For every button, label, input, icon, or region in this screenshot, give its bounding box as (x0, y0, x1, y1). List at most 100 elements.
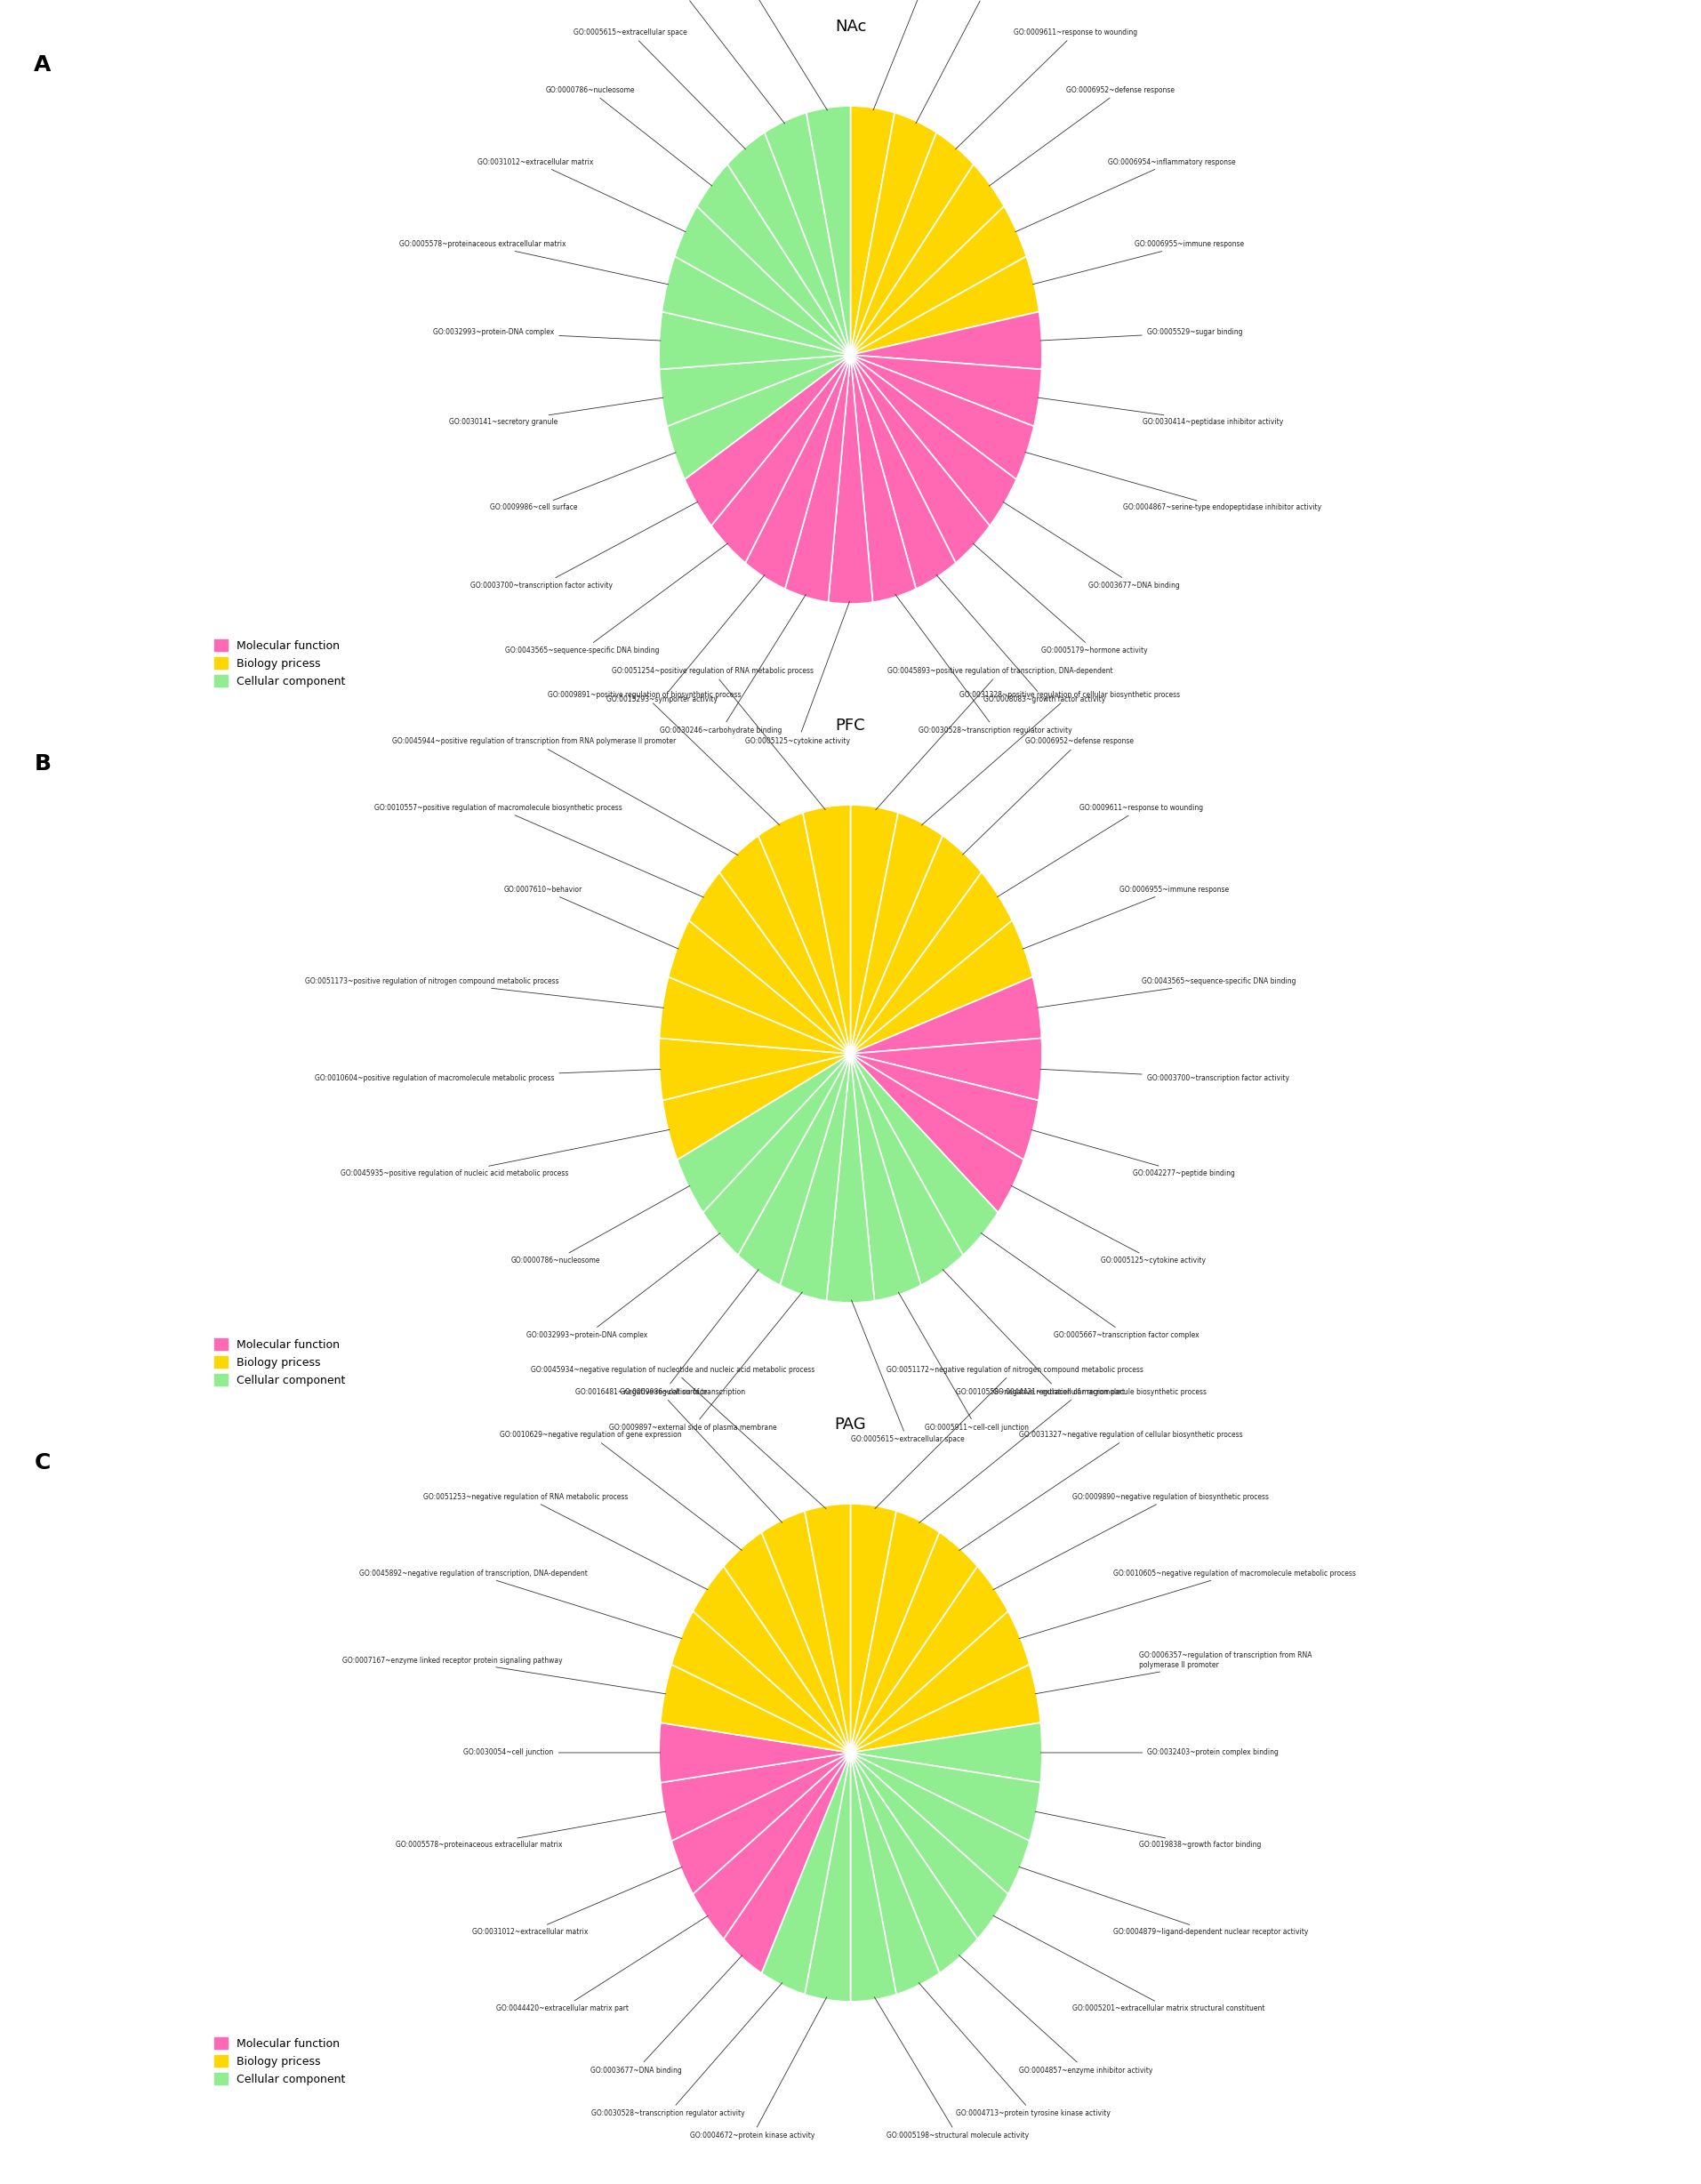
Text: GO:0009891~positive regulation of biosynthetic process: GO:0009891~positive regulation of biosyn… (548, 690, 779, 826)
Text: GO:0051173~positive regulation of nitrogen compound metabolic process: GO:0051173~positive regulation of nitrog… (304, 978, 663, 1007)
Wedge shape (850, 205, 1026, 354)
Wedge shape (697, 164, 850, 354)
Wedge shape (805, 1505, 850, 1752)
Text: GO:0030246~carbohydrate binding: GO:0030246~carbohydrate binding (660, 594, 806, 734)
Wedge shape (660, 354, 850, 426)
Text: GO:0042330~taxis: GO:0042330~taxis (915, 0, 1017, 124)
Text: GO:0005201~extracellular matrix structural constituent: GO:0005201~extracellular matrix structur… (993, 1915, 1266, 2014)
Text: GO:0004672~protein kinase activity: GO:0004672~protein kinase activity (691, 1996, 827, 2140)
Text: GO:0000786~nucleosome: GO:0000786~nucleosome (510, 1186, 691, 1265)
Text: GO:0031328~positive regulation of cellular biosynthetic process: GO:0031328~positive regulation of cellul… (922, 690, 1180, 826)
Wedge shape (850, 1505, 896, 1752)
Wedge shape (660, 1664, 850, 1752)
Wedge shape (850, 1752, 1029, 1894)
Text: GO:0000786~nucleosome: GO:0000786~nucleosome (546, 85, 713, 186)
Wedge shape (728, 133, 850, 354)
Text: GO:0006952~defense response: GO:0006952~defense response (963, 738, 1133, 854)
Text: GO:0044420~extracellular matrix part: GO:0044420~extracellular matrix part (495, 1915, 708, 2014)
Wedge shape (850, 1566, 1009, 1752)
Wedge shape (723, 1533, 850, 1752)
Text: GO:0004857~enzyme inhibitor activity: GO:0004857~enzyme inhibitor activity (959, 1955, 1153, 2075)
Text: GO:0009890~negative regulation of biosynthetic process: GO:0009890~negative regulation of biosyn… (993, 1492, 1269, 1590)
Text: GO:0031012~extracellular matrix: GO:0031012~extracellular matrix (471, 1867, 682, 1935)
Text: GO:0002526~acute inflammatory response: GO:0002526~acute inflammatory response (667, 0, 827, 111)
Wedge shape (850, 1723, 1043, 1782)
Wedge shape (662, 1053, 850, 1160)
Wedge shape (677, 1053, 850, 1212)
Text: GO:0006357~regulation of transcription from RNA
polymerase II promoter: GO:0006357~regulation of transcription f… (1036, 1651, 1311, 1695)
Title: PAG: PAG (835, 1417, 866, 1433)
Text: GO:0005125~cytokine activity: GO:0005125~cytokine activity (1010, 1186, 1206, 1265)
Wedge shape (850, 1053, 1024, 1212)
Title: PFC: PFC (835, 719, 866, 734)
Text: GO:0005125~cytokine activity: GO:0005125~cytokine activity (745, 601, 850, 745)
Wedge shape (806, 105, 850, 354)
Text: GO:0003700~transcription factor activity: GO:0003700~transcription factor activity (1041, 1070, 1289, 1081)
Wedge shape (658, 1037, 850, 1101)
Text: GO:0010557~positive regulation of macromolecule biosynthetic process: GO:0010557~positive regulation of macrom… (374, 804, 704, 898)
Wedge shape (720, 836, 850, 1053)
Text: GO:0009611~response to wounding: GO:0009611~response to wounding (997, 804, 1203, 898)
Wedge shape (827, 1053, 874, 1302)
Text: GO:0043565~sequence-specific DNA binding: GO:0043565~sequence-specific DNA binding (1038, 978, 1296, 1007)
Wedge shape (850, 354, 1041, 426)
Wedge shape (850, 354, 1034, 480)
Wedge shape (850, 1533, 978, 1752)
Text: GO:0006955~immune response: GO:0006955~immune response (1033, 240, 1245, 284)
Wedge shape (850, 133, 973, 354)
Wedge shape (850, 836, 981, 1053)
Text: GO:0005179~hormone activity: GO:0005179~hormone activity (973, 544, 1148, 655)
Text: GO:0006935~chemotaxis: GO:0006935~chemotaxis (873, 0, 973, 109)
Wedge shape (784, 354, 850, 603)
Wedge shape (850, 1053, 998, 1256)
Text: GO:0009986~cell surface: GO:0009986~cell surface (490, 452, 675, 511)
Wedge shape (850, 1664, 1041, 1752)
Text: B: B (34, 753, 51, 775)
Wedge shape (850, 919, 1033, 1053)
Text: GO:0045892~negative regulation of transcription, DNA-dependent: GO:0045892~negative regulation of transc… (359, 1570, 682, 1638)
Text: GO:0030054~cell junction: GO:0030054~cell junction (464, 1749, 660, 1756)
Text: GO:0010604~positive regulation of macromolecule metabolic process: GO:0010604~positive regulation of macrom… (315, 1070, 660, 1081)
Wedge shape (850, 354, 917, 603)
Text: GO:0031012~extracellular matrix: GO:0031012~extracellular matrix (478, 157, 686, 232)
Text: GO:0016481~negative regulation of transcription: GO:0016481~negative regulation of transc… (575, 1387, 782, 1522)
Wedge shape (850, 354, 956, 590)
Wedge shape (660, 1752, 850, 1841)
Title: NAc: NAc (835, 20, 866, 35)
Text: GO:0005198~structural molecule activity: GO:0005198~structural molecule activity (874, 1996, 1029, 2140)
Text: GO:0019838~growth factor binding: GO:0019838~growth factor binding (1036, 1811, 1260, 1850)
Wedge shape (850, 1752, 1009, 1939)
Wedge shape (762, 1752, 850, 1994)
Wedge shape (692, 1566, 850, 1752)
Text: GO:0015293~symporter activity: GO:0015293~symporter activity (606, 574, 765, 703)
Wedge shape (762, 1511, 850, 1752)
Wedge shape (850, 312, 1043, 369)
Legend: Molecular function, Biology pricess, Cellular component: Molecular function, Biology pricess, Cel… (209, 636, 350, 692)
Wedge shape (850, 1612, 1029, 1752)
Text: GO:0003700~transcription factor activity: GO:0003700~transcription factor activity (469, 502, 697, 590)
Text: GO:0010605~negative regulation of macromolecule metabolic process: GO:0010605~negative regulation of macrom… (1019, 1570, 1356, 1638)
Wedge shape (850, 806, 898, 1053)
Text: GO:0009897~external side of plasma membrane: GO:0009897~external side of plasma membr… (609, 1293, 803, 1431)
Wedge shape (850, 1752, 978, 1972)
Text: GO:0006954~inflammatory response: GO:0006954~inflammatory response (1015, 157, 1235, 232)
Text: GO:0005911~cell-cell junction: GO:0005911~cell-cell junction (898, 1293, 1029, 1431)
Text: GO:0005615~extracellular space: GO:0005615~extracellular space (850, 1299, 964, 1444)
Wedge shape (672, 1612, 850, 1752)
Wedge shape (850, 812, 942, 1053)
Wedge shape (781, 1053, 850, 1302)
Wedge shape (684, 354, 850, 526)
Wedge shape (850, 1752, 1041, 1841)
Text: GO:0032403~protein complex binding: GO:0032403~protein complex binding (1041, 1749, 1279, 1756)
Text: GO:0044421~extracellular region part: GO:0044421~extracellular region part (942, 1269, 1124, 1396)
Wedge shape (850, 354, 1017, 526)
Text: GO:0003677~DNA binding: GO:0003677~DNA binding (1004, 502, 1180, 590)
Text: GO:0045935~positive regulation of nucleic acid metabolic process: GO:0045935~positive regulation of nuclei… (340, 1129, 670, 1177)
Text: GO:0005667~transcription factor complex: GO:0005667~transcription factor complex (981, 1234, 1199, 1339)
Wedge shape (658, 1723, 850, 1782)
Legend: Molecular function, Biology pricess, Cellular component: Molecular function, Biology pricess, Cel… (209, 1334, 350, 1391)
Text: GO:0004879~ligand-dependent nuclear receptor activity: GO:0004879~ligand-dependent nuclear rece… (1019, 1867, 1308, 1935)
Text: GO:0031327~negative regulation of cellular biosynthetic process: GO:0031327~negative regulation of cellul… (959, 1431, 1243, 1551)
Text: GO:0032993~protein-DNA complex: GO:0032993~protein-DNA complex (526, 1234, 720, 1339)
Wedge shape (850, 114, 937, 354)
